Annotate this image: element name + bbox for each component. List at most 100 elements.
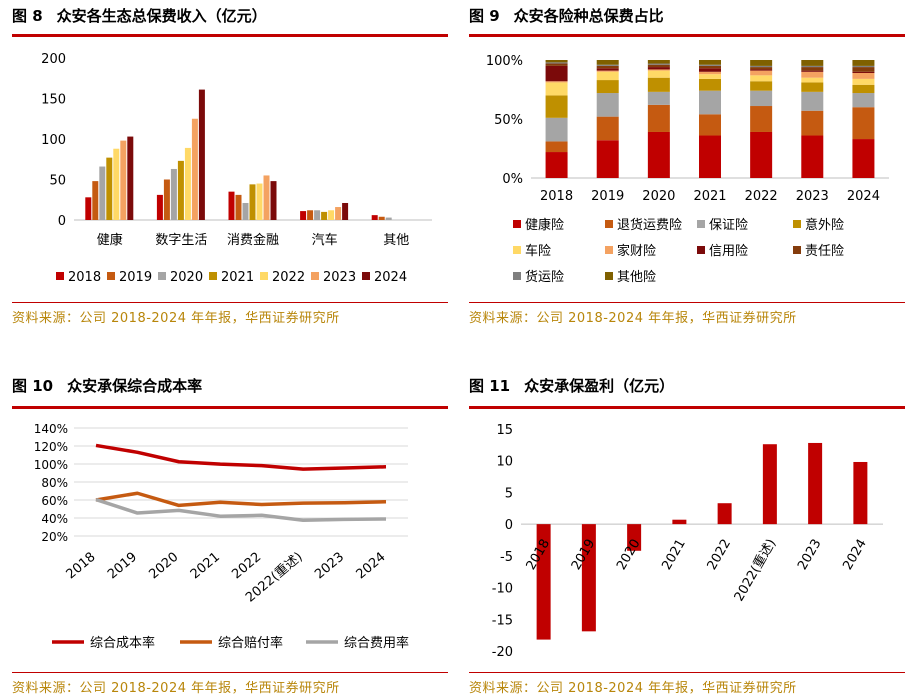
fig10-legend-label: 综合成本率 — [90, 635, 155, 651]
fig9-bar-segment — [647, 64, 670, 68]
fig8-bar — [307, 210, 314, 220]
fig11-bar — [581, 524, 596, 632]
fig8-bar — [256, 183, 263, 220]
fig10-series-line — [95, 491, 387, 508]
fig9-bar-segment — [647, 91, 670, 105]
fig8-bar — [184, 147, 191, 220]
fig9-bar-segment — [852, 72, 875, 79]
fig10-category-label: 2024 — [354, 550, 389, 583]
fig11-category-label: 2023 — [795, 537, 825, 573]
fig11-title: 图 11 众安承保盈利（亿元） — [469, 377, 675, 395]
fig8-legend-label: 2021 — [221, 270, 254, 285]
fig8-bar — [198, 89, 205, 220]
fig9-bar-segment — [801, 71, 824, 78]
fig10-source: 资料来源：公司 2018-2024 年年报，华西证券研究所 — [12, 681, 340, 696]
fig9-bar-segment — [699, 135, 721, 178]
fig8-legend-swatch — [56, 272, 64, 280]
fig9-bar-segment — [750, 106, 773, 132]
fig8-ytick-label: 200 — [41, 52, 66, 67]
fig8-bar — [99, 166, 106, 220]
fig8-bar — [127, 136, 134, 220]
fig9-bar-segment — [750, 67, 773, 70]
fig9-category-label: 2021 — [693, 189, 726, 204]
fig9-bar-segment — [545, 63, 568, 66]
fig9-legend-label: 货运险 — [525, 269, 564, 285]
fig9-bar-segment — [596, 80, 619, 94]
fig9-category-label: 2024 — [847, 189, 880, 204]
fig9-bar-segment — [852, 67, 875, 72]
fig9-legend-label: 家财险 — [617, 243, 656, 259]
fig8-ytick-label: 100 — [41, 133, 66, 148]
fig9-bar-segment — [647, 131, 670, 178]
fig9-legend-label: 保证险 — [709, 218, 748, 233]
fig9-legend-swatch — [793, 246, 801, 254]
fig9-bar-segment — [545, 65, 568, 82]
fig8-ytick-label: 50 — [49, 174, 66, 189]
fig9-bar-segment — [699, 71, 721, 75]
fig9-bar-segment — [750, 131, 773, 178]
fig9-bar-segment — [852, 78, 875, 85]
fig9-bar-segment — [852, 107, 875, 140]
fig9-bar-segment — [699, 64, 721, 66]
fig9-bar-segment — [699, 60, 721, 65]
fig9-legend-swatch — [605, 272, 613, 280]
fig11-category-label: 2022 — [705, 537, 735, 573]
fig10-ytick-label: 80% — [41, 476, 68, 490]
fig9-bar-segment — [801, 70, 824, 72]
fig9-bar-segment — [545, 81, 568, 83]
fig11-bar — [808, 442, 823, 525]
fig9-bar-segment — [801, 91, 824, 111]
fig8-bar — [242, 202, 249, 220]
fig8-bar — [314, 210, 321, 220]
fig8-category-label: 数字生活 — [155, 233, 207, 248]
fig9-bar-segment — [852, 60, 875, 66]
fig10-ytick-label: 20% — [41, 530, 68, 544]
fig8-bar — [170, 168, 177, 220]
fig9-legend-label: 健康险 — [525, 217, 564, 233]
fig8-bar — [120, 140, 127, 220]
fig9-bar-segment — [801, 65, 824, 68]
fig9-bar-segment — [596, 140, 619, 178]
fig9-bar-segment — [596, 116, 619, 141]
fig9-category-label: 2020 — [642, 189, 675, 204]
fig9-source: 资料来源：公司 2018-2024 年年报，华西证券研究所 — [469, 311, 797, 326]
fig10-bottom-rule — [12, 672, 448, 673]
fig8-bar — [249, 184, 256, 220]
fig9-bar-segment — [801, 135, 824, 178]
fig9-bar-segment — [545, 141, 568, 153]
fig8-legend-swatch — [260, 272, 268, 280]
fig9-panel: 图 9 众安各险种总保费占比 0% 50% 100% 2018 2019 2020 2021 2… — [469, 0, 905, 340]
fig11-ytick-label: 5 — [505, 486, 513, 501]
fig8-legend-swatch — [311, 272, 319, 280]
fig8-bar — [106, 157, 113, 220]
fig9-bar-segment — [750, 90, 773, 107]
fig11-category-label: 2022(重述) — [731, 536, 779, 604]
fig9-legend-swatch — [697, 220, 705, 228]
fig9-category-label: 2019 — [591, 189, 624, 204]
fig8-bar — [371, 215, 378, 220]
fig9-category-label: 2022 — [745, 189, 778, 204]
fig8-bar — [385, 217, 392, 220]
fig8-legend-label: 2019 — [119, 270, 152, 285]
fig9-bottom-rule — [469, 302, 905, 303]
fig9-bar-segment — [545, 62, 568, 64]
fig8-panel: 图 8 众安各生态总保费收入（亿元） 0 50 100 150 200 健康 数字生活 消费金融… — [12, 0, 448, 340]
fig9-category-label: 2023 — [796, 189, 829, 204]
fig10-category-label: 2021 — [188, 550, 223, 583]
fig11-panel: 图 11 众安承保盈利（亿元） -20 -15 -10 -5 0 5 10 15 2018 2019… — [469, 370, 905, 700]
fig8-category-label: 消费金融 — [227, 232, 279, 248]
fig9-bar-segment — [647, 69, 670, 71]
fig11-bar — [853, 461, 868, 525]
fig8-bar — [263, 175, 270, 220]
fig8-bar — [177, 160, 184, 220]
fig8-chart: 0 50 100 150 200 健康 数字生活 消费金融 汽车 其他 2018 2019 2020 20… — [41, 52, 432, 285]
fig11-ytick-label: 0 — [505, 518, 513, 533]
fig10-category-label: 2020 — [146, 550, 181, 583]
fig11-ytick-label: -15 — [492, 613, 513, 628]
fig8-legend-swatch — [209, 272, 217, 280]
fig9-ytick-label: 50% — [494, 113, 523, 128]
fig8-legend-label: 2023 — [323, 270, 356, 285]
fig9-bar-segment — [699, 90, 721, 115]
fig9-bar-segment — [647, 70, 670, 78]
